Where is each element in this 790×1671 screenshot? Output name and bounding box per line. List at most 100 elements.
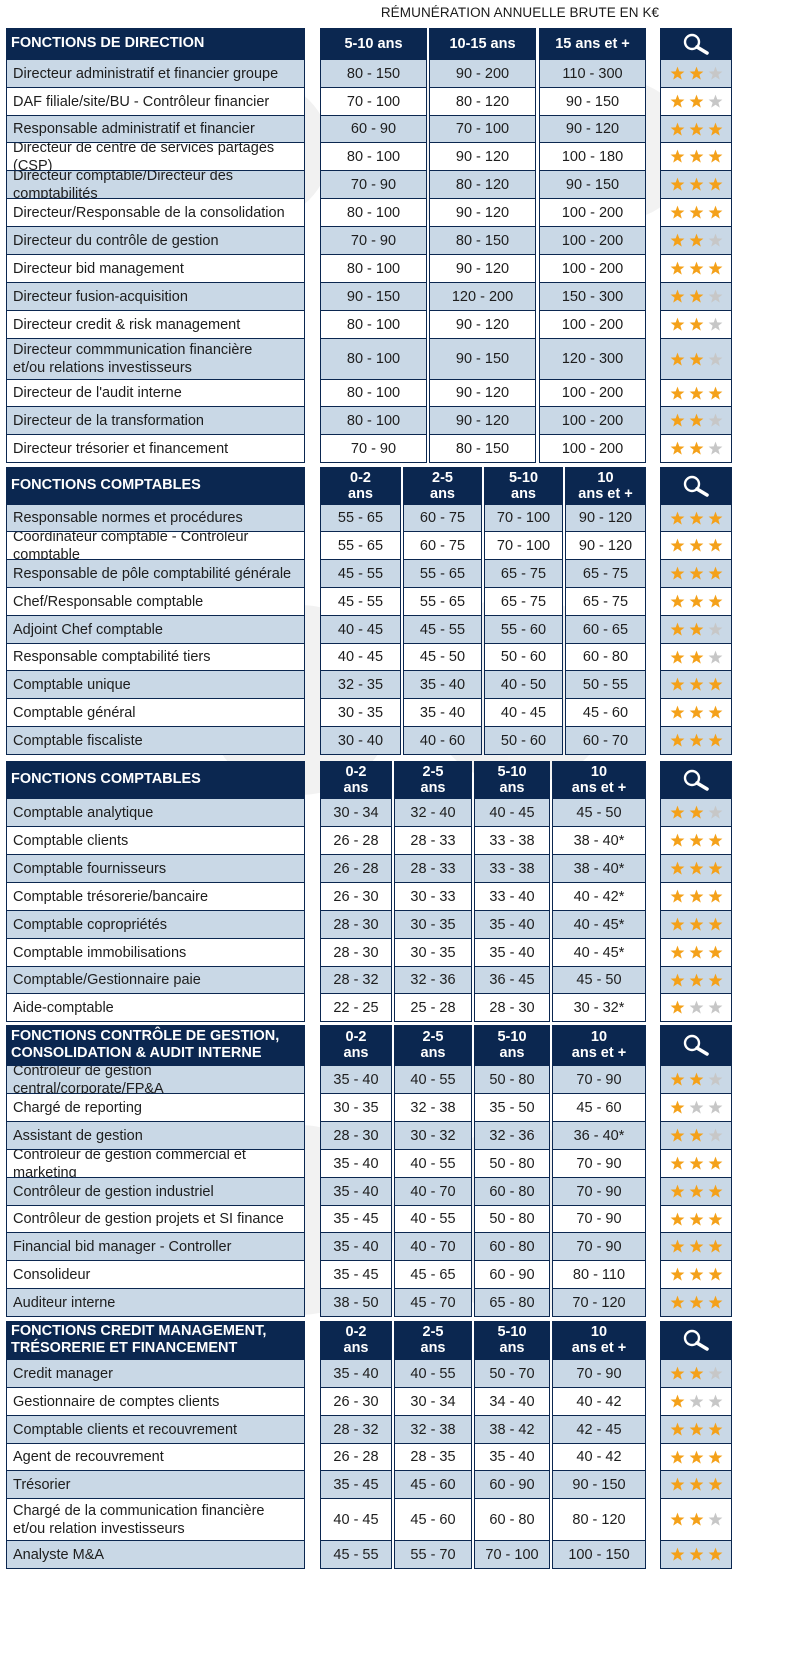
- star-icon: [670, 945, 684, 959]
- star-icon: [670, 1000, 684, 1014]
- job-title-line: et/ou relation investisseurs: [13, 1520, 185, 1537]
- rating-stars: [660, 1065, 732, 1095]
- salary-range: 80 - 150: [429, 434, 536, 464]
- job-title: Chef/Responsable comptable: [6, 587, 305, 617]
- rating-stars: [660, 1470, 732, 1500]
- rating-stars: [660, 1415, 732, 1445]
- salary-range: 30 - 35: [320, 1093, 392, 1123]
- star-icon: [689, 1239, 703, 1253]
- job-title: Directeur du contrôle de gestion: [6, 226, 305, 256]
- column-header: 0-2 ans: [320, 761, 392, 798]
- star-icon: [689, 413, 703, 427]
- column-header-line: 5-10: [497, 1029, 527, 1045]
- job-title: Coordinateur comptable - Contrôleur comp…: [6, 531, 305, 561]
- salary-range: 80 - 100: [320, 198, 427, 228]
- star-icon: [689, 205, 703, 219]
- salary-range: 65 - 75: [565, 587, 646, 617]
- salary-range: 55 - 65: [403, 559, 482, 589]
- salary-range: 35 - 40: [320, 1177, 392, 1207]
- salary-range: 28 - 30: [320, 938, 392, 968]
- job-title-line: Comptable fournisseurs: [13, 860, 167, 877]
- column-header-line: 2-5: [432, 469, 453, 486]
- salary-range: 30 - 34: [320, 798, 392, 828]
- job-title: Contrôleur de gestion industriel: [6, 1177, 305, 1207]
- salary-range: 35 - 45: [320, 1260, 392, 1290]
- rating-stars: [660, 993, 732, 1023]
- star-icon: [689, 805, 703, 819]
- section-title: FONCTIONS COMPTABLES: [6, 467, 305, 504]
- salary-range: 80 - 120: [429, 87, 536, 117]
- salary-range: 30 - 35: [394, 938, 472, 968]
- star-icon: [689, 705, 703, 719]
- salary-range: 28 - 32: [320, 1415, 392, 1445]
- salary-range: 100 - 150: [552, 1540, 646, 1570]
- salary-range: 80 - 110: [552, 1260, 646, 1290]
- rating-stars: [660, 254, 732, 284]
- star-icon: [689, 441, 703, 455]
- rating-stars: [660, 1288, 732, 1318]
- star-icon: [689, 94, 703, 108]
- job-title-line: Comptable général: [13, 704, 136, 721]
- job-title: Auditeur interne: [6, 1288, 305, 1318]
- star-icon: [708, 149, 722, 163]
- star-icon: [708, 1072, 722, 1086]
- star-icon: [708, 261, 722, 275]
- salary-range: 45 - 70: [394, 1288, 472, 1318]
- salary-range: 30 - 32: [394, 1121, 472, 1151]
- job-title-line: Chef/Responsable comptable: [13, 593, 204, 610]
- column-header-line: ans: [499, 1340, 525, 1356]
- job-title-line: Contrôleur de gestion commercial et mark…: [13, 1149, 246, 1179]
- star-icon: [670, 622, 684, 636]
- column-header-line: 15 ans et +: [555, 35, 630, 52]
- star-icon: [689, 511, 703, 525]
- salary-range: 45 - 60: [552, 1093, 646, 1123]
- star-icon: [670, 386, 684, 400]
- salary-range: 35 - 45: [320, 1470, 392, 1500]
- salary-range: 50 - 60: [484, 726, 563, 756]
- salary-range: 40 - 45*: [552, 910, 646, 940]
- job-title: Comptable clients et recouvrement: [6, 1415, 305, 1445]
- star-icon: [670, 1100, 684, 1114]
- job-title: Aide-comptable: [6, 993, 305, 1023]
- section-title-line: FONCTIONS COMPTABLES: [11, 771, 201, 787]
- salary-range: 40 - 42: [552, 1387, 646, 1417]
- rating-stars: [660, 504, 732, 533]
- rating-stars: [660, 854, 732, 884]
- job-title-line: Directeur commmunication financière: [13, 342, 253, 359]
- job-title-line: Chargé de la communication financière: [13, 1502, 265, 1519]
- rating-stars: [660, 698, 732, 728]
- salary-range: 40 - 55: [394, 1359, 472, 1389]
- star-icon: [670, 973, 684, 987]
- job-title-line: Directeur de la transformation: [13, 412, 204, 429]
- salary-range: 40 - 55: [394, 1149, 472, 1179]
- column-header-line: 0-2: [350, 469, 371, 486]
- salary-range: 50 - 80: [474, 1149, 550, 1179]
- column-header-line: 10: [590, 1324, 608, 1340]
- salary-range: 45 - 55: [320, 587, 401, 617]
- salary-range: 45 - 65: [394, 1260, 472, 1290]
- column-header-line: ans: [343, 1045, 369, 1061]
- star-icon: [708, 917, 722, 931]
- salary-range: 32 - 40: [394, 798, 472, 828]
- salary-range: 70 - 90: [320, 434, 427, 464]
- star-icon: [689, 122, 703, 136]
- salary-range: 60 - 80: [565, 643, 646, 672]
- salary-range: 26 - 28: [320, 826, 392, 856]
- job-title-line: Directeur/Responsable de la consolidatio…: [13, 204, 285, 221]
- salary-range: 60 - 80: [474, 1177, 550, 1207]
- salary-range: 70 - 100: [474, 1540, 550, 1570]
- rating-stars: [660, 587, 732, 617]
- star-icon: [670, 317, 684, 331]
- salary-range: 80 - 120: [429, 170, 536, 200]
- salary-range: 45 - 55: [320, 1540, 392, 1570]
- star-icon: [689, 1000, 703, 1014]
- salary-range: 100 - 200: [539, 254, 646, 284]
- star-icon: [670, 917, 684, 931]
- salary-range: 60 - 80: [474, 1498, 550, 1542]
- salary-range: 35 - 40: [474, 938, 550, 968]
- job-title: Directeur commmunication financière et/ou…: [6, 338, 305, 381]
- star-icon: [708, 1295, 722, 1309]
- star-icon: [670, 441, 684, 455]
- salary-range: 80 - 150: [320, 59, 427, 89]
